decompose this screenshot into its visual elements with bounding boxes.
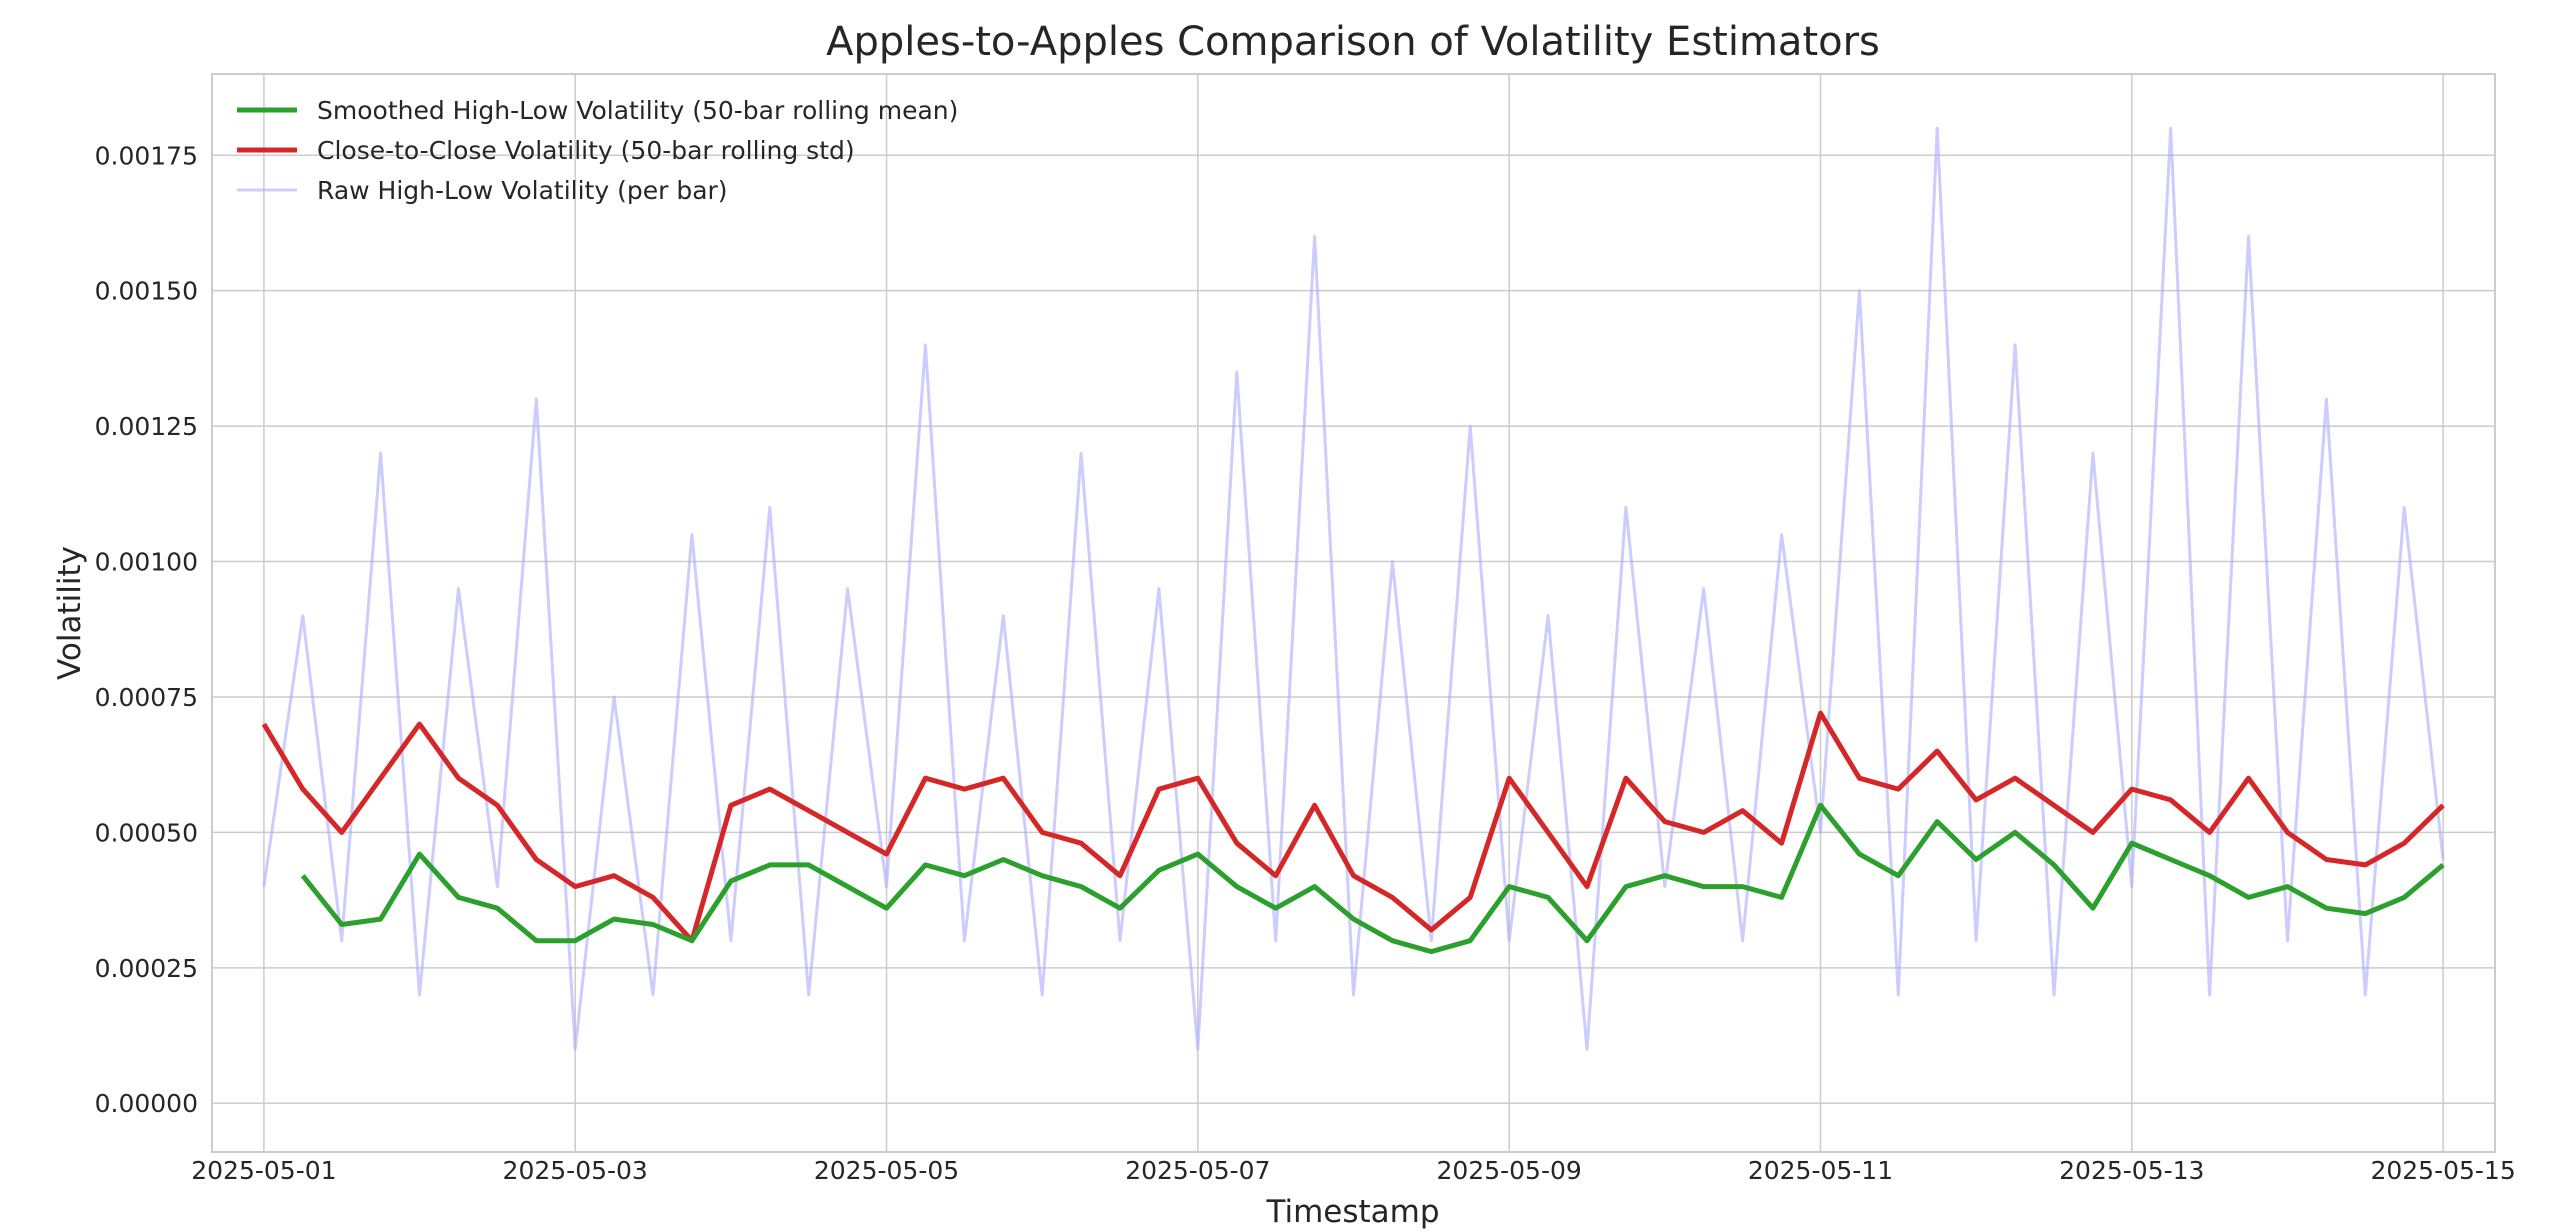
legend-label: Close-to-Close Volatility (50-bar rollin… (317, 136, 855, 165)
plot-frame (211, 73, 2496, 1153)
x-tick-label: 2025-05-15 (2370, 1156, 2515, 1185)
x-axis-label: Timestamp (1265, 1194, 1439, 1230)
x-axis-ticks: 2025-05-01 2025-05-03 2025-05-05 2025-05-07… (191, 1156, 2516, 1185)
x-tick-label: 2025-05-07 (1125, 1156, 1270, 1185)
y-tick-label: 0.00175 (95, 141, 198, 170)
legend: Smoothed High-Low Volatility (50-bar rol… (237, 96, 958, 205)
series-line-raw-hl (262, 126, 2445, 1051)
series-line-close-to-close (261, 710, 2445, 944)
y-tick-label: 0.00000 (95, 1089, 198, 1118)
x-tick-label: 2025-05-05 (814, 1156, 959, 1185)
x-tick-label: 2025-05-13 (2059, 1156, 2204, 1185)
series-line-smoothed-hl (300, 802, 2445, 955)
chart-title: Apples-to-Apples Comparison of Volatilit… (826, 19, 1880, 65)
y-tick-label: 0.00075 (95, 683, 198, 712)
y-tick-label: 0.00025 (95, 954, 198, 983)
y-axis-label: Volatility (52, 546, 88, 680)
y-tick-label: 0.00150 (95, 277, 198, 306)
x-tick-label: 2025-05-01 (191, 1156, 336, 1185)
legend-label: Raw High-Low Volatility (per bar) (317, 176, 728, 205)
x-tick-label: 2025-05-09 (1437, 1156, 1582, 1185)
legend-label: Smoothed High-Low Volatility (50-bar rol… (317, 96, 958, 125)
y-tick-label: 0.00125 (95, 412, 198, 441)
series-layer (261, 126, 2445, 1051)
x-tick-label: 2025-05-03 (503, 1156, 648, 1185)
y-tick-label: 0.00100 (95, 548, 198, 577)
y-tick-label: 0.00050 (95, 818, 198, 847)
x-tick-label: 2025-05-11 (1748, 1156, 1893, 1185)
y-axis-ticks: 0.00000 0.00025 0.00050 0.00075 0.00100 0.001… (95, 141, 198, 1118)
